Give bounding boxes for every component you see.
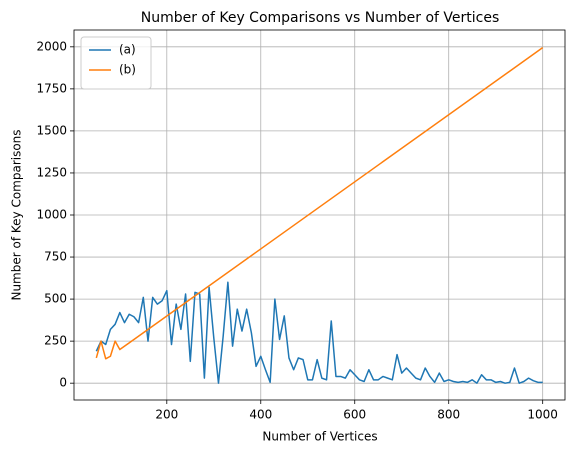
y-tick-label: 2000 <box>36 39 67 53</box>
y-tick-label: 500 <box>44 292 67 306</box>
y-tick-label: 250 <box>44 334 67 348</box>
y-tick-label: 1250 <box>36 165 67 179</box>
legend-box <box>80 36 152 90</box>
y-tick-label: 0 <box>59 376 67 390</box>
x-tick-label: 400 <box>249 408 272 422</box>
y-axis-label: Number of Key Comparisons <box>10 129 24 300</box>
y-tick-label: 1750 <box>36 81 67 95</box>
x-tick-label: 600 <box>343 408 366 422</box>
y-tick-label: 750 <box>44 250 67 264</box>
x-axis-label: Number of Vertices <box>262 430 377 444</box>
line <box>95 281 543 384</box>
x-tick-label: 200 <box>155 408 178 422</box>
x-tick-label: 1000 <box>527 408 558 422</box>
line <box>95 47 544 360</box>
legend-label: (a) <box>119 43 136 57</box>
y-tick-label: 1000 <box>36 208 67 222</box>
chart-title: Number of Key Comparisons vs Number of V… <box>141 10 500 26</box>
x-tick-label: 800 <box>437 408 460 422</box>
legend-label: (b) <box>119 63 136 77</box>
y-tick-label: 1500 <box>36 123 67 137</box>
plot-frame <box>73 29 566 401</box>
